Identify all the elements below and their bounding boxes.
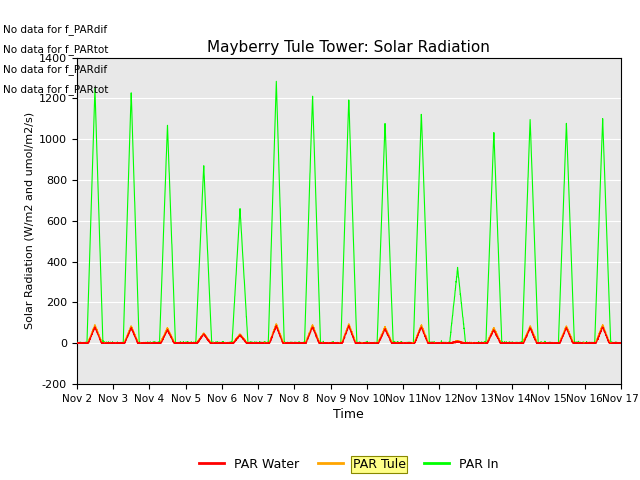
- Y-axis label: Solar Radiation (W/m2 and umol/m2/s): Solar Radiation (W/m2 and umol/m2/s): [25, 112, 35, 329]
- Text: No data for f_PARtot: No data for f_PARtot: [3, 44, 109, 55]
- Text: No data for f_PARtot: No data for f_PARtot: [3, 84, 109, 96]
- Text: No data for f_PARdif: No data for f_PARdif: [3, 64, 108, 75]
- Text: No data for f_PARdif: No data for f_PARdif: [3, 24, 108, 35]
- Legend: PAR Water, PAR Tule, PAR In: PAR Water, PAR Tule, PAR In: [194, 453, 504, 476]
- Title: Mayberry Tule Tower: Solar Radiation: Mayberry Tule Tower: Solar Radiation: [207, 40, 490, 55]
- X-axis label: Time: Time: [333, 408, 364, 421]
